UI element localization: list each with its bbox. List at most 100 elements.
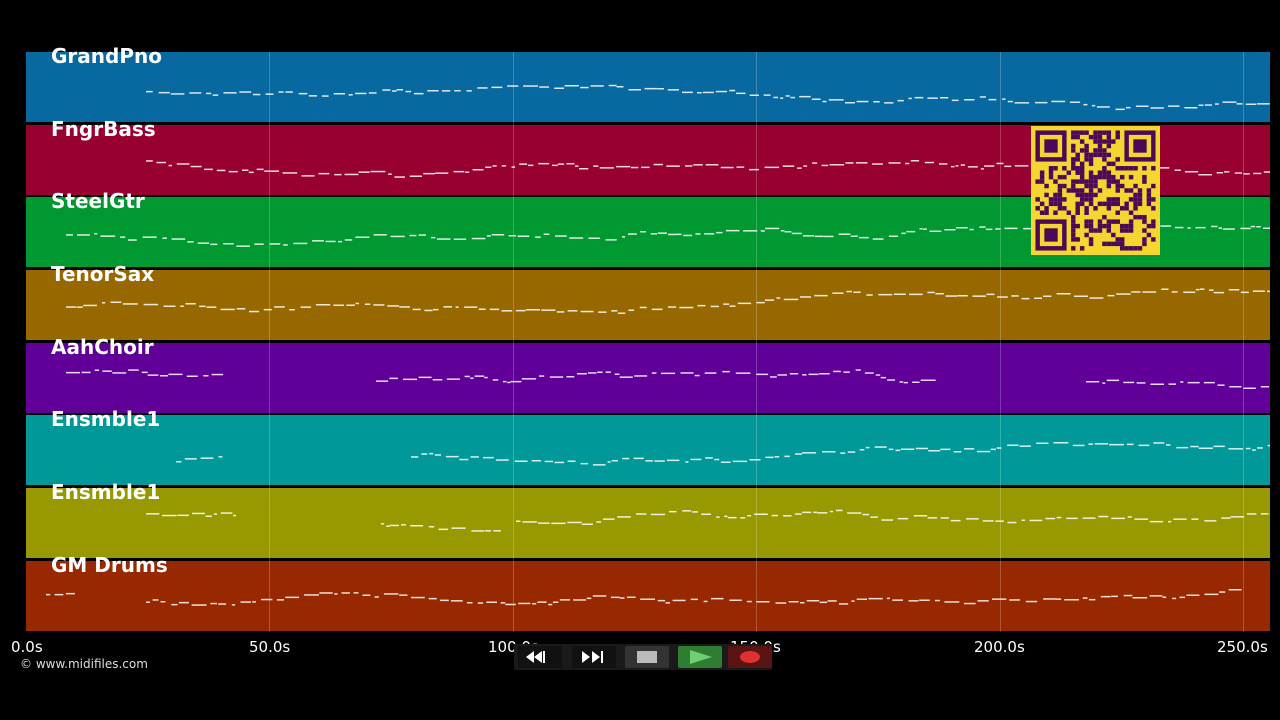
note-mark [1228,448,1243,450]
note-mark [789,373,799,375]
note-mark [1036,442,1049,444]
note-mark [1136,382,1146,384]
note-mark [851,600,855,602]
note-mark [433,308,439,311]
note-mark [722,370,730,373]
note-mark [338,240,343,243]
note-mark [333,93,346,95]
note-mark [383,593,399,595]
rewind-button[interactable] [518,646,562,668]
note-mark [386,525,390,527]
note-mark [1263,227,1270,229]
note-mark [146,160,153,162]
note-mark [915,447,928,450]
note-mark [464,375,470,378]
note-mark [370,170,386,173]
note-mark [995,520,1004,522]
note-mark [682,510,692,512]
note-mark [298,92,308,95]
note-mark [756,373,769,376]
note-mark [318,172,330,175]
note-mark [223,92,237,94]
record-button[interactable] [728,646,772,668]
note-mark [285,91,293,93]
stop-button[interactable] [625,646,669,668]
note-mark [489,308,500,311]
note-mark [184,458,197,460]
note-mark [720,166,734,169]
note-mark [1004,165,1012,168]
note-mark [979,96,986,98]
note-mark [682,91,693,94]
play-button[interactable] [678,646,722,668]
note-mark [797,167,802,169]
note-mark [806,600,820,602]
note-mark [411,456,419,458]
note-mark [439,599,449,602]
note-mark [756,601,770,603]
note-mark [1195,226,1206,229]
note-mark [800,602,805,604]
note-mark [615,165,631,168]
note-mark [1168,383,1176,385]
note-mark [141,371,148,374]
note-mark [853,291,861,293]
note-mark [1228,589,1242,591]
note-mark [325,240,336,243]
note-mark [803,165,808,167]
note-mark [1043,598,1056,600]
note-mark [152,599,159,601]
note-mark [908,600,919,602]
note-mark [344,239,353,241]
note-mark [771,514,778,517]
note-mark [1243,387,1256,389]
note-mark [1029,519,1043,522]
track-lane: AahChoir [26,335,1270,413]
note-mark [929,230,942,232]
note-mark [590,85,604,87]
note-mark [418,376,432,379]
note-mark [220,512,233,514]
note-mark [522,521,538,523]
note-mark [864,372,874,374]
note-mark [569,237,584,239]
note-mark [240,601,251,603]
track-name: SteelGtr [51,189,145,213]
note-mark [1019,445,1031,447]
note-mark [651,372,657,374]
note-mark [996,162,1004,165]
note-mark [862,513,870,516]
fast-forward-button[interactable] [572,646,616,668]
note-mark [381,523,385,525]
note-mark [770,376,777,378]
note-mark [829,510,834,513]
note-mark [650,233,657,235]
note-mark [1088,443,1093,445]
note-mark [899,381,904,383]
note-mark [344,173,359,176]
note-mark [405,90,412,93]
note-mark [690,458,702,461]
note-mark [66,306,77,308]
note-mark [763,94,771,96]
note-mark [495,459,509,461]
note-mark [735,372,751,374]
note-mark [846,290,852,293]
note-mark [1126,106,1131,109]
note-mark [1245,447,1251,450]
note-mark [1045,517,1056,520]
note-mark [388,173,392,175]
note-mark [1082,597,1088,599]
note-mark [802,511,812,514]
note-mark [667,89,679,91]
note-mark [1172,597,1177,600]
note-mark [1043,295,1052,297]
note-mark [293,242,308,245]
note-mark [1221,517,1231,519]
note-mark [955,165,959,167]
note-mark [802,235,815,237]
note-mark [736,166,745,168]
track-lane: Ensmble1 [26,407,1270,485]
note-mark [486,601,497,603]
note-mark [66,234,73,236]
